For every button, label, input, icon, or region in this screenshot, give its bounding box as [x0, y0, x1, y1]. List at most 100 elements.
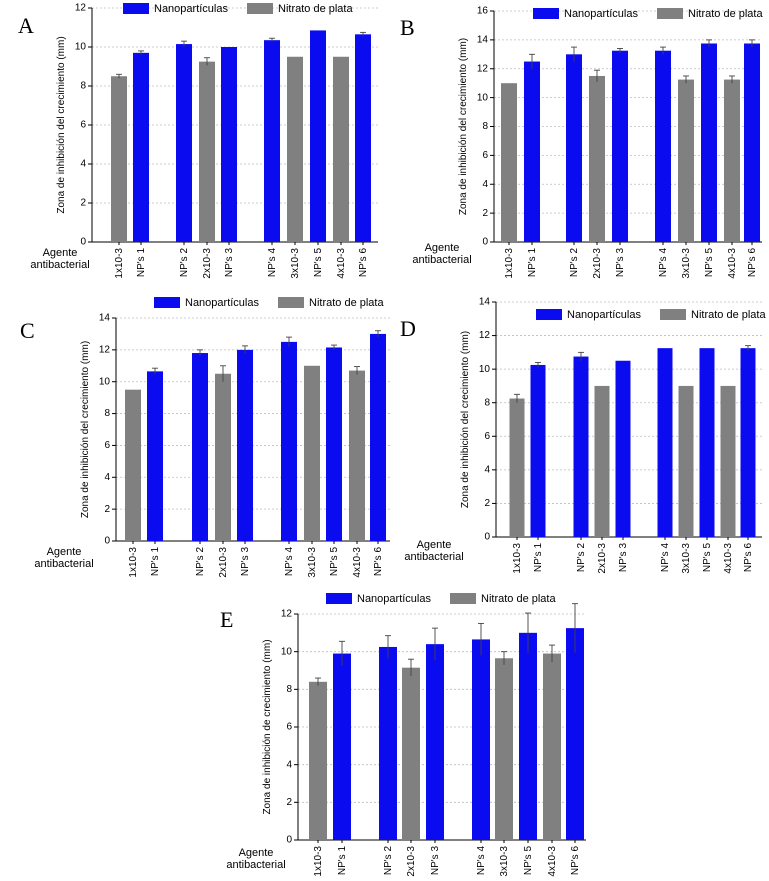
agent-label-line2: antibacterial — [34, 558, 93, 570]
x-tick-label: NP's 1 — [150, 547, 161, 577]
x-tick-label: NP's 1 — [337, 846, 348, 876]
legend-swatch-nitrate — [657, 8, 683, 19]
x-tick-label: NP's 1 — [527, 248, 538, 278]
x-tick-label: 4x10-3 — [352, 547, 363, 578]
x-tick-label: NP's 6 — [743, 543, 754, 573]
y-tick-label: 10 — [281, 646, 293, 657]
bar-nano — [573, 356, 589, 537]
legend-label-nano: Nanopartículas — [185, 297, 259, 309]
x-tick-label: NP's 6 — [358, 248, 369, 278]
bar-nano — [326, 347, 342, 541]
x-tick-label: NP's 3 — [615, 248, 626, 278]
x-tick-label: NP's 4 — [267, 248, 278, 278]
bar-nano — [379, 646, 397, 840]
panel-a: A 0 2 4 6 8 10 12 Zona de inhibición del crecimi… — [18, 3, 378, 279]
y-tick-label: 12 — [479, 330, 491, 341]
y-tick-label: 12 — [281, 609, 293, 620]
y-tick-label: 6 — [286, 722, 292, 733]
y-tick-label: 6 — [484, 431, 490, 442]
bar-nitrate — [199, 61, 215, 242]
y-tick-label: 2 — [104, 504, 110, 515]
y-tick-label: 8 — [484, 397, 490, 408]
x-tick-label: 1x10-3 — [313, 846, 324, 877]
legend-label-nitrate: Nitrato de plata — [691, 309, 766, 321]
bar-nano — [310, 30, 326, 242]
legend-swatch-nitrate — [450, 593, 476, 604]
y-tick-label: 14 — [477, 35, 489, 46]
agent-label-line1: Agente — [417, 539, 452, 551]
panel-letter: D — [400, 316, 416, 341]
bar-nano — [237, 349, 253, 541]
legend-label-nano: Nanopartículas — [564, 8, 638, 20]
agent-label-line2: antibacterial — [30, 259, 89, 271]
bar-nitrate — [402, 667, 420, 840]
bar-nano — [566, 54, 582, 242]
x-tick-label: NP's 2 — [179, 248, 190, 278]
x-tick-label: 1x10-3 — [114, 248, 125, 279]
y-tick-label: 12 — [99, 344, 111, 355]
legend-label-nitrate: Nitrato de plata — [309, 297, 384, 309]
y-tick-label: 8 — [286, 684, 292, 695]
y-axis-title: Zona de inhibición del crecimiento (mm) — [458, 38, 469, 215]
y-tick-label: 6 — [482, 150, 488, 161]
panel-letter: B — [400, 15, 415, 40]
bar-nano — [472, 639, 490, 840]
bar-nitrate — [594, 385, 610, 537]
y-tick-label: 4 — [286, 759, 292, 770]
agent-label-line2: antibacterial — [404, 551, 463, 563]
legend-label-nano: Nanopartículas — [357, 593, 431, 605]
y-tick-label: 0 — [482, 237, 488, 248]
bar-nano — [566, 628, 584, 840]
bar-nano — [281, 341, 297, 541]
x-tick-label: 2x10-3 — [406, 846, 417, 877]
y-tick-label: 2 — [80, 198, 86, 209]
x-tick-label: NP's 6 — [747, 248, 758, 278]
bar-nano — [370, 333, 386, 541]
y-tick-label: 2 — [484, 498, 490, 509]
x-tick-label: NP's 1 — [533, 543, 544, 573]
x-tick-label: 1x10-3 — [512, 543, 523, 574]
y-tick-label: 8 — [80, 81, 86, 92]
legend-swatch-nano — [533, 8, 559, 19]
x-tick-label: NP's 4 — [658, 248, 669, 278]
bar-nitrate — [509, 398, 525, 537]
bar-nano — [221, 47, 237, 242]
y-tick-label: 0 — [484, 532, 490, 543]
panel-e: E 0 2 4 6 8 10 12 Zona de inhibición de crecimie… — [220, 593, 586, 877]
y-tick-label: 4 — [104, 472, 110, 483]
y-tick-label: 8 — [104, 408, 110, 419]
bar-nano — [612, 50, 628, 242]
bar-nitrate — [287, 56, 303, 242]
bar-nitrate — [125, 389, 141, 541]
legend: Nanopartículas Nitrato de plata — [123, 3, 353, 15]
y-axis-title: Zona de inhibición del crecimiento (mm) — [460, 331, 471, 508]
x-tick-label: NP's 3 — [224, 248, 235, 278]
bar-nitrate — [724, 79, 740, 242]
x-tick-label: 2x10-3 — [202, 248, 213, 279]
panel-b: B 0 2 4 6 8 10 12 14 16 Zona de inhibición del cre… — [400, 6, 763, 279]
legend-swatch-nano — [536, 309, 562, 320]
bar-nitrate — [495, 658, 513, 840]
bar-nitrate — [215, 373, 231, 541]
y-tick-label: 6 — [80, 120, 86, 131]
x-tick-label: 3x10-3 — [499, 846, 510, 877]
legend: Nanopartículas Nitrato de plata — [536, 309, 766, 321]
bar-nano — [740, 348, 756, 537]
y-tick-label: 2 — [482, 208, 488, 219]
bar-nitrate — [543, 653, 561, 840]
bar-nano — [519, 632, 537, 840]
y-tick-label: 16 — [477, 6, 489, 17]
legend-label-nitrate: Nitrato de plata — [688, 8, 763, 20]
bar-nitrate — [501, 83, 517, 242]
bar-nano — [264, 40, 280, 242]
x-tick-label: NP's 3 — [240, 547, 251, 577]
y-tick-label: 4 — [482, 179, 488, 190]
x-tick-label: 3x10-3 — [307, 547, 318, 578]
x-tick-label: 4x10-3 — [547, 846, 558, 877]
bar-nano — [524, 61, 540, 242]
x-tick-label: 4x10-3 — [727, 248, 738, 279]
x-tick-label: 2x10-3 — [218, 547, 229, 578]
bar-nitrate — [589, 75, 605, 242]
bar-nano — [655, 50, 671, 242]
